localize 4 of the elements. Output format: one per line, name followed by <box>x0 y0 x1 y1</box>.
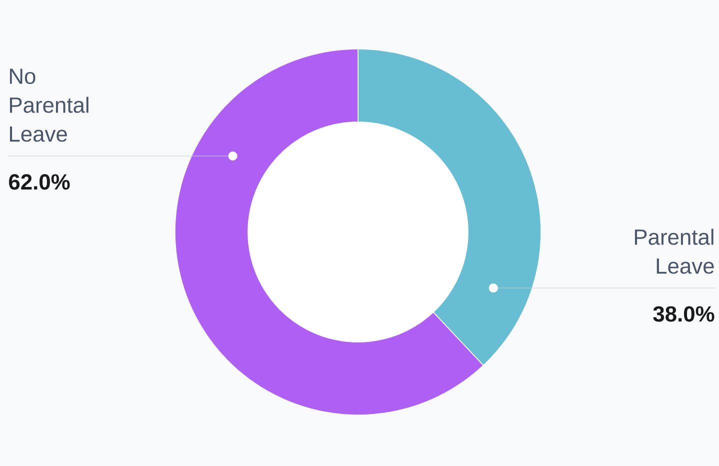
data-label: 62.0% <box>8 174 70 190</box>
slice-label: No Parental Leave <box>10 68 88 142</box>
slice-label: Parental Leave <box>634 228 714 274</box>
data-label: 38.0% <box>653 306 714 322</box>
